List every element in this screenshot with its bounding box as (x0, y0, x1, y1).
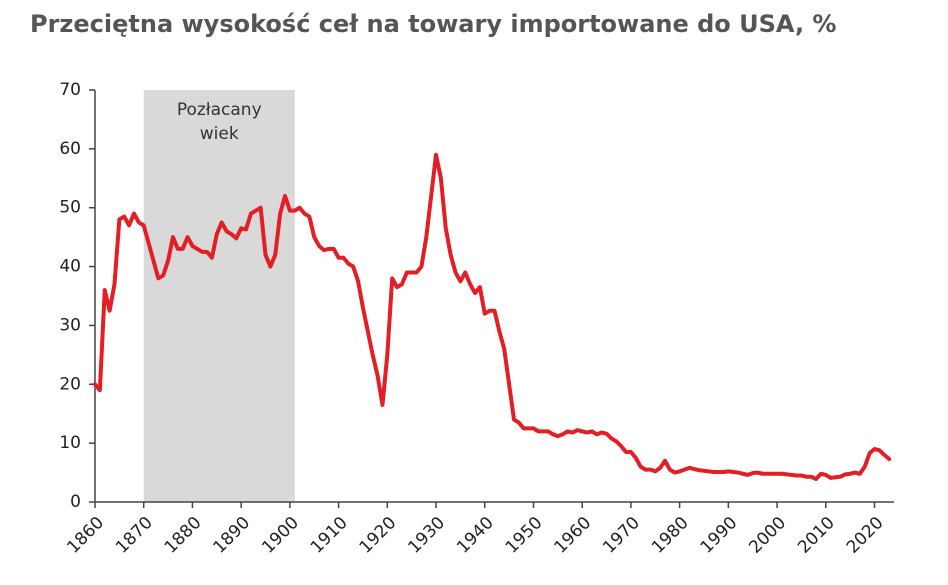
x-tick-label: 1870 (112, 513, 157, 558)
y-tick-label: 70 (59, 80, 81, 100)
y-tick-label: 0 (70, 492, 81, 512)
y-tick-label: 40 (59, 257, 81, 277)
x-tick-label: 1900 (258, 513, 303, 558)
x-tick-label: 1890 (209, 513, 254, 558)
x-tick-label: 2010 (794, 513, 839, 558)
y-tick-label: 10 (59, 433, 81, 453)
data-line (93, 152, 892, 482)
x-tick-label: 1910 (307, 513, 352, 558)
x-tick-label: 1970 (599, 513, 644, 558)
shaded-region (143, 90, 295, 502)
x-tick-label: 1880 (161, 513, 206, 558)
x-tick-label: 1930 (404, 513, 449, 558)
x-tick-label: 2020 (843, 513, 888, 558)
y-tick-label: 60 (59, 139, 81, 159)
x-tick-label: 1920 (356, 513, 401, 558)
x-tick-label: 2000 (745, 513, 790, 558)
y-tick-label: 30 (59, 315, 81, 335)
x-tick-label: 1860 (63, 513, 108, 558)
x-tick-label: 1960 (551, 513, 596, 558)
x-tick-label: 1990 (697, 513, 742, 558)
y-tick-label: 50 (59, 198, 81, 218)
band-label: Pozłacany wiek (176, 100, 262, 144)
x-tick-label: 1980 (648, 513, 693, 558)
x-tick-label: 1940 (453, 513, 498, 558)
x-tick-label: 1950 (502, 513, 547, 558)
y-tick-label: 20 (59, 374, 81, 394)
chart-title: Przeciętna wysokość ceł na towary import… (30, 10, 837, 38)
